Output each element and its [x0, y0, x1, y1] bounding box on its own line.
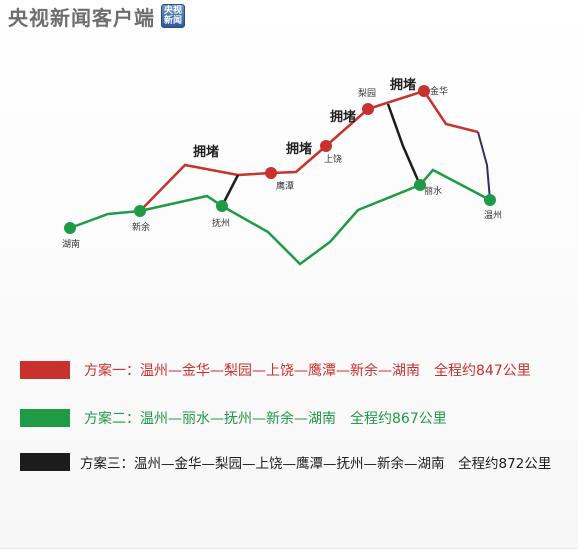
jam-label-2: 拥堵 [286, 141, 312, 157]
label-shangrao: 上饶 [324, 153, 342, 165]
route-extra-line [477, 131, 491, 201]
logo-text-bottom: 新闻 [163, 16, 182, 26]
logo-text-top: 央视 [163, 6, 182, 16]
legend-swatch-1 [20, 361, 70, 379]
header: 央视新闻客户端 央视 新闻 [8, 2, 185, 30]
marker-hunan [64, 222, 76, 234]
jam-label-1: 拥堵 [193, 144, 219, 160]
label-yingtan: 鹰潭 [276, 180, 294, 192]
marker-xinyu [134, 205, 146, 217]
marker-wenzhou [484, 194, 496, 206]
marker-jinhua [418, 85, 430, 97]
legend-item-2: 方案二：温州—丽水—抚州—新余—湖南 全程约867公里 [20, 408, 447, 428]
label-fuzhou: 抚州 [212, 217, 230, 229]
cctv-news-logo-icon: 央视 新闻 [161, 4, 185, 28]
label-hunan: 湖南 [62, 238, 80, 250]
legend-item-1: 方案一：温州—金华—梨园—上饶—鹰潭—新余—湖南 全程约847公里 [20, 360, 531, 380]
header-title: 央视新闻客户端 [8, 5, 155, 30]
route-1-line [139, 89, 479, 212]
label-lishui: 丽水 [424, 185, 442, 197]
jam-label-3: 拥堵 [330, 109, 356, 125]
marker-yingtan [265, 167, 277, 179]
label-liyuan: 梨园 [358, 87, 376, 99]
label-jinhua: 金华 [430, 85, 448, 97]
legend-swatch-3 [20, 453, 70, 471]
legend-text-2: 方案二：温州—丽水—抚州—新余—湖南 全程约867公里 [84, 411, 447, 427]
legend-swatch-2 [20, 409, 70, 427]
legend-text-3: 方案三：温州—金华—梨园—上饶—鹰潭—抚州—新余—湖南 全程约872公里 [80, 456, 552, 472]
marker-shangrao [320, 140, 332, 152]
label-wenzhou: 温州 [484, 210, 502, 221]
legend-text-1: 方案一：温州—金华—梨园—上饶—鹰潭—新余—湖南 全程约847公里 [84, 363, 531, 379]
legend-item-3: 方案三：温州—金华—梨园—上饶—鹰潭—抚州—新余—湖南 全程约872公里 [20, 452, 551, 472]
jam-label-4: 拥堵 [390, 77, 416, 93]
marker-fuzhou [216, 200, 228, 212]
label-xinyu: 新余 [132, 221, 150, 233]
route-3-line-lishui [386, 103, 422, 186]
marker-liyuan [362, 103, 374, 115]
marker-lishui [414, 179, 426, 191]
